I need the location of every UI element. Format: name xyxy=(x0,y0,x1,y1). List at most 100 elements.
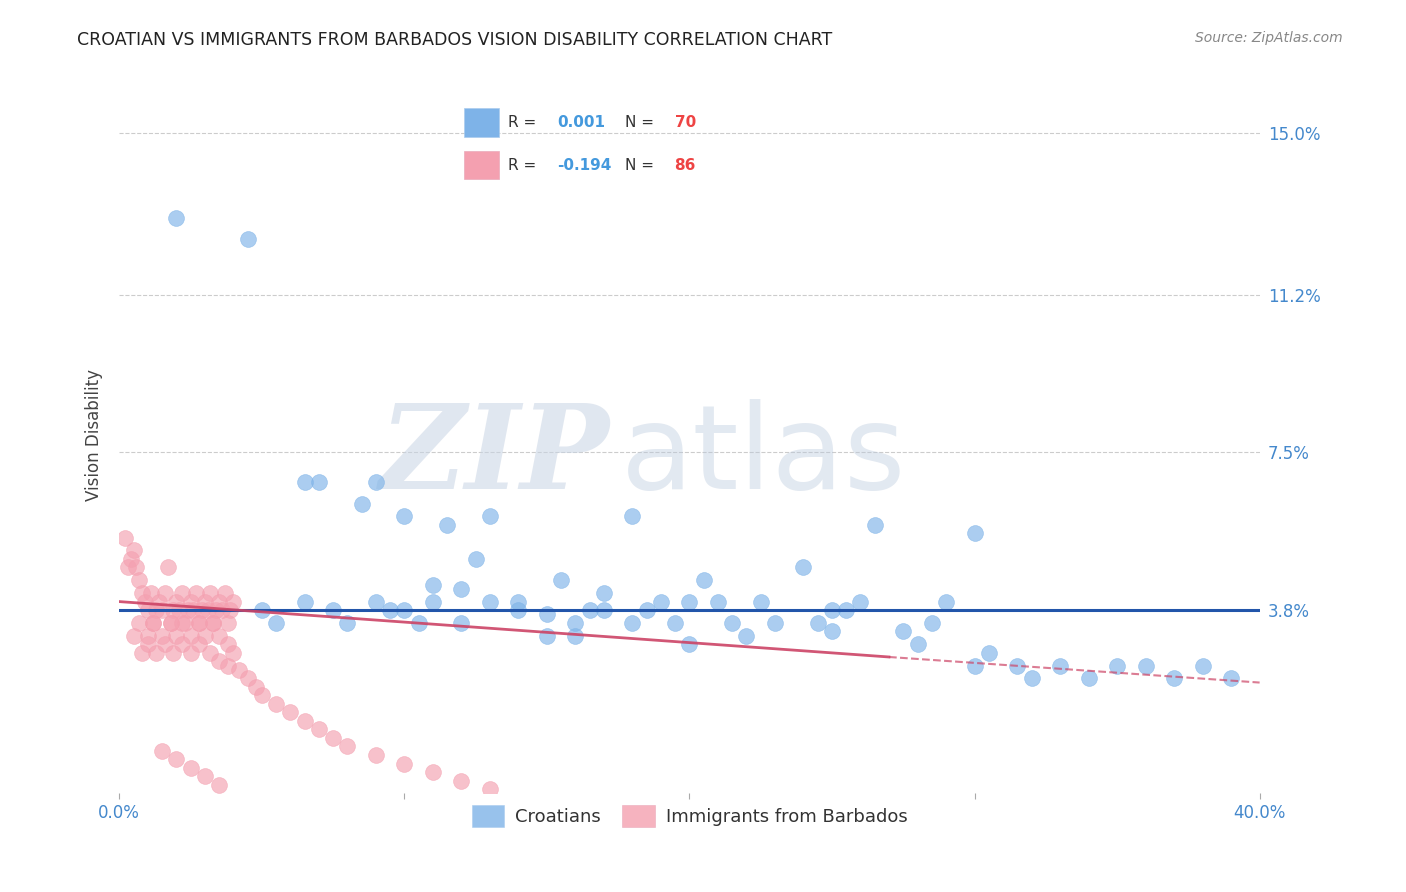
Point xyxy=(1049,658,1071,673)
Point xyxy=(364,475,387,490)
Point xyxy=(621,615,644,630)
Point xyxy=(162,603,184,617)
Point xyxy=(183,603,205,617)
Point xyxy=(117,560,139,574)
Point xyxy=(120,552,142,566)
Point xyxy=(236,232,259,246)
Point xyxy=(1163,671,1185,685)
Point xyxy=(650,594,672,608)
Point xyxy=(678,637,700,651)
Point xyxy=(278,706,301,720)
Text: atlas: atlas xyxy=(621,400,907,515)
Point xyxy=(153,637,176,651)
Point xyxy=(208,629,231,643)
Point xyxy=(308,723,330,737)
Point xyxy=(122,543,145,558)
Point xyxy=(921,615,943,630)
Point xyxy=(721,615,744,630)
Point xyxy=(821,624,844,639)
Point xyxy=(219,603,242,617)
Point xyxy=(217,637,239,651)
Point xyxy=(963,658,986,673)
Point xyxy=(294,475,316,490)
Point xyxy=(364,594,387,608)
Point xyxy=(907,637,929,651)
Point xyxy=(222,646,245,660)
Point xyxy=(205,603,228,617)
Point xyxy=(200,586,222,600)
Point xyxy=(136,637,159,651)
Point xyxy=(536,607,558,622)
Point xyxy=(170,637,193,651)
Point xyxy=(165,629,187,643)
Point xyxy=(170,586,193,600)
Point xyxy=(122,629,145,643)
Point xyxy=(180,629,202,643)
Point xyxy=(1007,658,1029,673)
Point xyxy=(131,586,153,600)
Point xyxy=(245,680,267,694)
Point xyxy=(176,603,198,617)
Point xyxy=(636,603,658,617)
Point xyxy=(464,552,486,566)
Point xyxy=(450,582,472,596)
Point xyxy=(150,603,173,617)
Point xyxy=(1021,671,1043,685)
Point xyxy=(350,497,373,511)
Point xyxy=(186,586,208,600)
Point xyxy=(308,475,330,490)
Point xyxy=(165,211,187,225)
Point xyxy=(202,615,225,630)
Text: ZIP: ZIP xyxy=(380,400,610,515)
Point xyxy=(150,629,173,643)
Point xyxy=(194,629,217,643)
Point xyxy=(593,603,616,617)
Point xyxy=(136,603,159,617)
Point xyxy=(1135,658,1157,673)
Point xyxy=(749,594,772,608)
Point xyxy=(336,615,359,630)
Point xyxy=(450,773,472,788)
Point xyxy=(378,603,401,617)
Point xyxy=(139,586,162,600)
Point xyxy=(450,615,472,630)
Point xyxy=(202,615,225,630)
Point xyxy=(1220,671,1243,685)
Point xyxy=(250,603,273,617)
Point xyxy=(142,615,165,630)
Point xyxy=(707,594,730,608)
Point xyxy=(208,778,231,792)
Point xyxy=(194,769,217,783)
Point xyxy=(125,560,148,574)
Point xyxy=(322,731,344,745)
Point xyxy=(835,603,858,617)
Point xyxy=(170,615,193,630)
Point xyxy=(508,603,530,617)
Point xyxy=(1191,658,1213,673)
Point xyxy=(536,629,558,643)
Point xyxy=(153,586,176,600)
Point xyxy=(156,560,179,574)
Point xyxy=(222,594,245,608)
Point xyxy=(763,615,786,630)
Point xyxy=(145,646,167,660)
Y-axis label: Vision Disability: Vision Disability xyxy=(86,369,103,501)
Point xyxy=(136,629,159,643)
Point xyxy=(128,615,150,630)
Legend: Croatians, Immigrants from Barbados: Croatians, Immigrants from Barbados xyxy=(464,798,914,834)
Point xyxy=(165,752,187,766)
Point xyxy=(891,624,914,639)
Point xyxy=(792,560,814,574)
Point xyxy=(142,615,165,630)
Point xyxy=(1077,671,1099,685)
Point xyxy=(167,603,190,617)
Point xyxy=(211,603,233,617)
Point xyxy=(422,577,444,591)
Point xyxy=(550,574,572,588)
Point xyxy=(508,594,530,608)
Point xyxy=(264,615,287,630)
Point xyxy=(131,646,153,660)
Point xyxy=(188,615,211,630)
Text: CROATIAN VS IMMIGRANTS FROM BARBADOS VISION DISABILITY CORRELATION CHART: CROATIAN VS IMMIGRANTS FROM BARBADOS VIS… xyxy=(77,31,832,49)
Point xyxy=(162,646,184,660)
